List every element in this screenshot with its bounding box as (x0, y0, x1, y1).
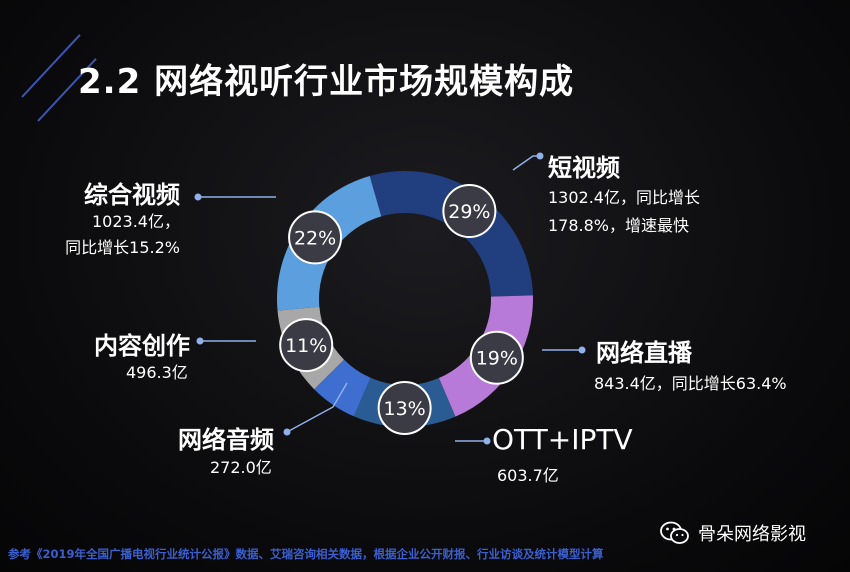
percent-label-content-creation: 11% (285, 335, 327, 357)
leader-dot-comprehensive-video (194, 193, 202, 201)
category-desc-ott-iptv: 603.7亿 (497, 466, 559, 485)
category-desc-short-video-2: 178.8%，增速最快 (548, 216, 690, 235)
source-footnote: 参考《2019年全国广播电视行业统计公报》数据、艾瑞咨询相关数据，根据企业公开财… (8, 547, 604, 561)
category-name-content-creation: 内容创作 (94, 332, 190, 360)
percent-badge-live-streaming (469, 330, 524, 385)
category-desc-live-streaming: 843.4亿，同比增长63.4% (594, 374, 787, 393)
percent-label-comprehensive-video: 22% (294, 227, 336, 249)
percent-badge-ott-iptv (377, 380, 432, 435)
category-desc-short-video-1: 1302.4亿，同比增长 (548, 188, 700, 207)
wechat-icon (660, 521, 690, 545)
leader-line-short-video (512, 155, 540, 171)
donut-slice-audio (314, 359, 371, 417)
percent-label-live-streaming: 19% (476, 348, 518, 370)
category-desc-comprehensive-video-1: 1023.4亿， (92, 212, 180, 231)
leader-dot-audio (283, 428, 291, 436)
page-title: 2.2 网络视听行业市场规模构成 (78, 62, 575, 102)
percent-label-short-video: 29% (448, 201, 490, 223)
brand-name: 骨朵网络影视 (698, 524, 806, 545)
category-name-short-video: 短视频 (548, 154, 620, 182)
leader-line-audio (286, 382, 348, 433)
category-name-ott-iptv: OTT+IPTV (492, 423, 633, 456)
category-name-live-streaming: 网络直播 (596, 339, 692, 367)
category-desc-comprehensive-video-2: 同比增长15.2% (65, 238, 180, 257)
leader-dot-content-creation (196, 337, 204, 345)
category-name-audio: 网络音频 (178, 426, 274, 454)
leader-dot-short-video (536, 152, 544, 160)
donut-slice-short-video (369, 170, 533, 297)
leader-dot-ott-iptv (483, 437, 491, 445)
percent-badge-short-video (442, 184, 497, 239)
category-name-comprehensive-video: 综合视频 (84, 181, 180, 209)
percent-badge-content-creation (279, 318, 334, 373)
percent-label-ott-iptv: 13% (384, 398, 426, 420)
category-desc-content-creation: 496.3亿 (126, 363, 188, 382)
leader-dot-live-streaming (578, 346, 586, 354)
category-desc-audio: 272.0亿 (210, 458, 272, 477)
brand-watermark: 骨朵网络影视 (660, 520, 806, 546)
percent-badge-comprehensive-video (288, 210, 343, 265)
